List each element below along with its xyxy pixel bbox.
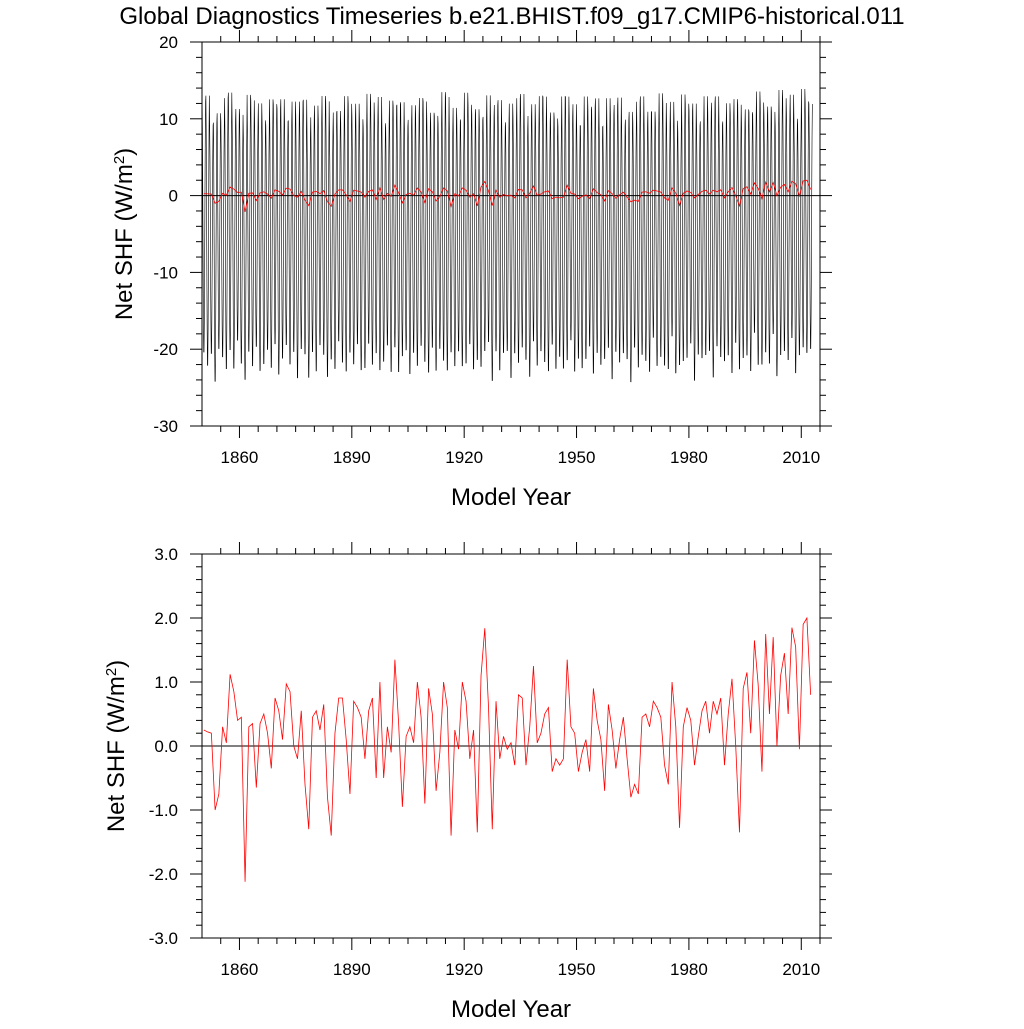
y-tick-label: 2.0 [154, 609, 178, 628]
x-tick-label: 1890 [333, 448, 371, 467]
x-tick-label: 1950 [558, 448, 596, 467]
y-axis-title-main: Net SHF (W/m [103, 676, 130, 832]
axis-ticks: 1860 1890 1920 1950 1980 2010 -30 -20 -10 0 10 20 [153, 30, 832, 467]
y-tick-label: -10 [153, 263, 178, 282]
y-tick-label: -20 [153, 340, 178, 359]
y-axis-title: Net SHF (W/m2) [111, 148, 139, 320]
x-tick-label: 1860 [221, 960, 259, 979]
y-tick-label: -3.0 [149, 929, 178, 948]
y-axis-title-close: ) [111, 148, 138, 156]
x-tick-label: 1950 [558, 960, 596, 979]
axis-ticks: 1860 1890 1920 1950 1980 2010 -3.0 -2.0 -1.0 0.0 1… [149, 542, 832, 979]
y-axis-title-superscript: 2 [103, 668, 120, 676]
y-tick-label: -1.0 [149, 801, 178, 820]
annual-mean-series-line [203, 179, 812, 212]
y-tick-label: 20 [159, 33, 178, 52]
monthly-series-line [201, 88, 813, 383]
y-tick-label: 3.0 [154, 545, 178, 564]
y-axis-title: Net SHF (W/m2) [103, 660, 131, 832]
y-axis-title-main: Net SHF (W/m [111, 164, 138, 320]
y-tick-label: 1.0 [154, 673, 178, 692]
x-tick-label: 1920 [445, 960, 483, 979]
x-axis-title: Model Year [451, 484, 571, 511]
panel-annual-mean: 1860 1890 1920 1950 1980 2010 -3.0 -2.0 -1.0 0.0 1… [103, 542, 832, 1023]
annual-mean-series-line [203, 616, 812, 882]
x-tick-label: 1920 [445, 448, 483, 467]
figure-title: Global Diagnostics Timeseries b.e21.BHIS… [119, 3, 904, 30]
y-axis-title-superscript: 2 [111, 156, 128, 164]
x-tick-label: 1860 [221, 448, 259, 467]
series-layer [201, 88, 813, 383]
panel-monthly-and-annual: 1860 1890 1920 1950 1980 2010 -30 -20 -10 0 10 20 M… [111, 30, 832, 511]
y-axis-title-close: ) [103, 660, 130, 668]
y-tick-label: 10 [159, 110, 178, 129]
y-tick-label: 0.0 [154, 737, 178, 756]
plot-frame [201, 41, 821, 427]
x-tick-label: 2010 [782, 448, 820, 467]
x-tick-label: 1980 [670, 960, 708, 979]
x-tick-label: 2010 [782, 960, 820, 979]
x-tick-label: 1980 [670, 448, 708, 467]
y-tick-label: -30 [153, 417, 178, 436]
y-tick-label: -2.0 [149, 865, 178, 884]
x-axis-title: Model Year [451, 996, 571, 1023]
series-layer [203, 616, 812, 882]
y-tick-label: 0 [169, 187, 178, 206]
x-tick-label: 1890 [333, 960, 371, 979]
